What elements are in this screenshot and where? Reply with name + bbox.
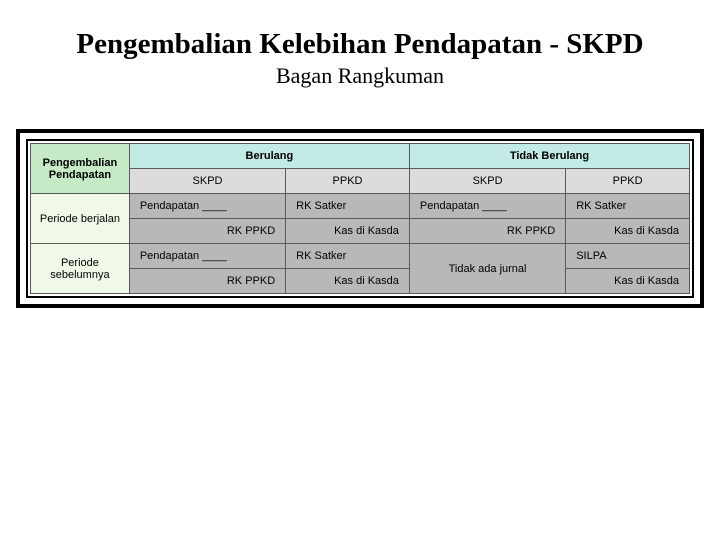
cell: Kas di Kasda <box>566 269 690 294</box>
table-outer-border: Pengembalian Pendapatan Berulang Tidak B… <box>16 129 704 308</box>
table-inner-border: Pengembalian Pendapatan Berulang Tidak B… <box>26 139 694 298</box>
cell: Pendapatan ____ <box>129 244 285 269</box>
sub-header-skpd-1: SKPD <box>129 169 285 194</box>
cell: RK Satker <box>566 194 690 219</box>
page-title: Pengembalian Kelebihan Pendapatan - SKPD <box>16 28 704 61</box>
page-subtitle: Bagan Rangkuman <box>16 63 704 89</box>
page-container: Pengembalian Kelebihan Pendapatan - SKPD… <box>0 0 720 328</box>
summary-table: Pengembalian Pendapatan Berulang Tidak B… <box>30 143 690 294</box>
cell: RK Satker <box>286 194 410 219</box>
cell-tidak-ada-jurnal: Tidak ada jurnal <box>409 244 565 294</box>
cell: RK Satker <box>286 244 410 269</box>
cell: Pendapatan ____ <box>409 194 565 219</box>
row-label-periode-sebelumnya: Periode sebelumnya <box>31 244 130 294</box>
cell: RK PPKD <box>129 219 285 244</box>
cell: SILPA <box>566 244 690 269</box>
cell: Pendapatan ____ <box>129 194 285 219</box>
sub-header-skpd-2: SKPD <box>409 169 565 194</box>
group-header-tidak-berulang: Tidak Berulang <box>409 144 689 169</box>
sub-header-ppkd-2: PPKD <box>566 169 690 194</box>
cell: Kas di Kasda <box>286 219 410 244</box>
cell: Kas di Kasda <box>286 269 410 294</box>
group-header-berulang: Berulang <box>129 144 409 169</box>
header-row-1: Pengembalian Pendapatan Berulang Tidak B… <box>31 144 690 169</box>
cell: RK PPKD <box>409 219 565 244</box>
table-row: Periode sebelumnya Pendapatan ____ RK Sa… <box>31 244 690 269</box>
corner-header: Pengembalian Pendapatan <box>31 144 130 194</box>
cell: Kas di Kasda <box>566 219 690 244</box>
cell: RK PPKD <box>129 269 285 294</box>
table-row: RK PPKD Kas di Kasda RK PPKD Kas di Kasd… <box>31 219 690 244</box>
table-row: Periode berjalan Pendapatan ____ RK Satk… <box>31 194 690 219</box>
sub-header-ppkd-1: PPKD <box>286 169 410 194</box>
row-label-periode-berjalan: Periode berjalan <box>31 194 130 244</box>
header-row-2: SKPD PPKD SKPD PPKD <box>31 169 690 194</box>
table-row: RK PPKD Kas di Kasda Kas di Kasda <box>31 269 690 294</box>
